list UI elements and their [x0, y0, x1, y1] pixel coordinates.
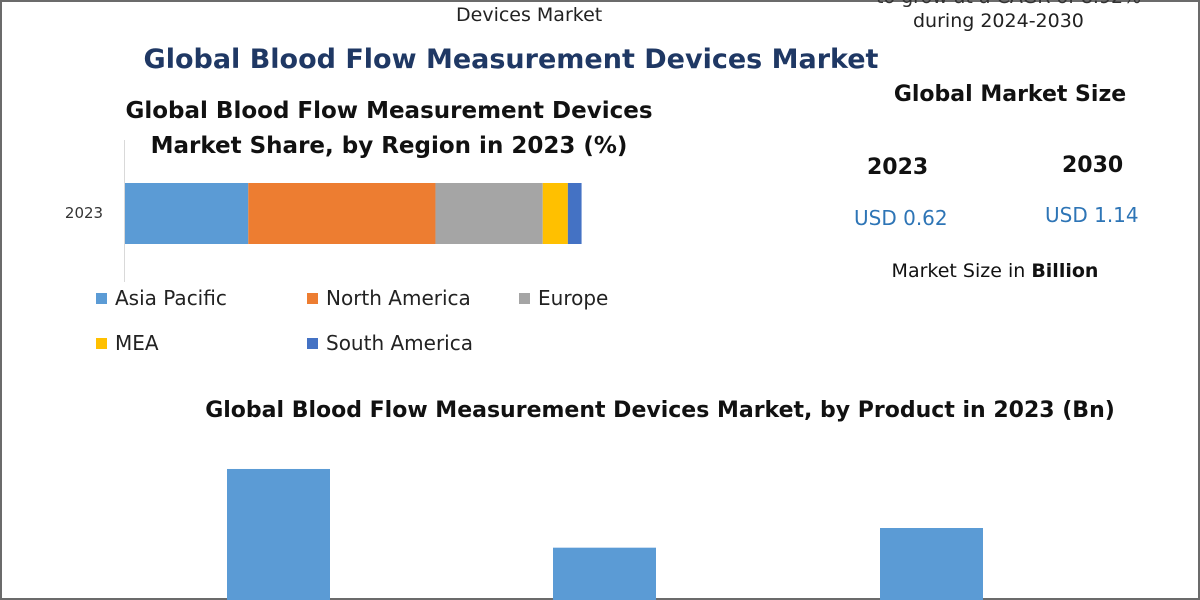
global-market-size-title: Global Market Size	[893, 82, 1127, 107]
region-bar-segment-north-america	[248, 183, 436, 244]
product-bar-2	[553, 547, 656, 600]
product-bar-3	[880, 528, 983, 600]
top-text-fragment-right-cut: to grow at a CAGR of 8.92%	[876, 0, 1141, 8]
market-value-2023: USD 0.62	[854, 206, 948, 230]
region-bar-segment-south-america	[567, 183, 582, 244]
region-bar-segment-asia-pacific	[125, 183, 249, 244]
legend-label-south-america: South America	[326, 331, 473, 355]
market-size-unit-note: Market Size in Billion	[850, 260, 1140, 282]
main-title: Global Blood Flow Measurement Devices Ma…	[143, 44, 879, 75]
legend-swatch-mea	[96, 338, 107, 349]
legend-swatch-europe	[519, 293, 530, 304]
legend-swatch-asia-pacific	[96, 293, 107, 304]
top-text-fragment-right: during 2024-2030	[913, 10, 1084, 32]
region-bar-segment-europe	[435, 183, 543, 244]
legend-item-north-america: North America	[307, 286, 471, 310]
market-size-unit-bold: Billion	[1031, 260, 1099, 282]
legend-item-mea: MEA	[96, 331, 159, 355]
legend-item-europe: Europe	[519, 286, 608, 310]
legend-label-mea: MEA	[115, 331, 159, 355]
product-bar-1	[227, 468, 330, 600]
legend-swatch-north-america	[307, 293, 318, 304]
legend-label-asia-pacific: Asia Pacific	[115, 286, 227, 310]
legend-label-north-america: North America	[326, 286, 471, 310]
market-year-2030: 2030	[1062, 153, 1124, 178]
top-text-fragment-left: Devices Market	[456, 4, 603, 26]
market-year-2023: 2023	[867, 155, 929, 180]
region-category-label: 2023	[65, 204, 103, 222]
legend-item-asia-pacific: Asia Pacific	[96, 286, 227, 310]
legend-item-south-america: South America	[307, 331, 473, 355]
legend-swatch-south-america	[307, 338, 318, 349]
product-chart-title: Global Blood Flow Measurement Devices Ma…	[205, 398, 1115, 423]
legend-label-europe: Europe	[538, 286, 609, 310]
market-value-2030: USD 1.14	[1045, 203, 1139, 227]
region-bar-segment-mea	[542, 183, 568, 244]
market-size-unit-prefix: Market Size in	[891, 260, 1032, 282]
region-share-chart-title: Global Blood Flow Measurement Devices Ma…	[125, 98, 653, 159]
